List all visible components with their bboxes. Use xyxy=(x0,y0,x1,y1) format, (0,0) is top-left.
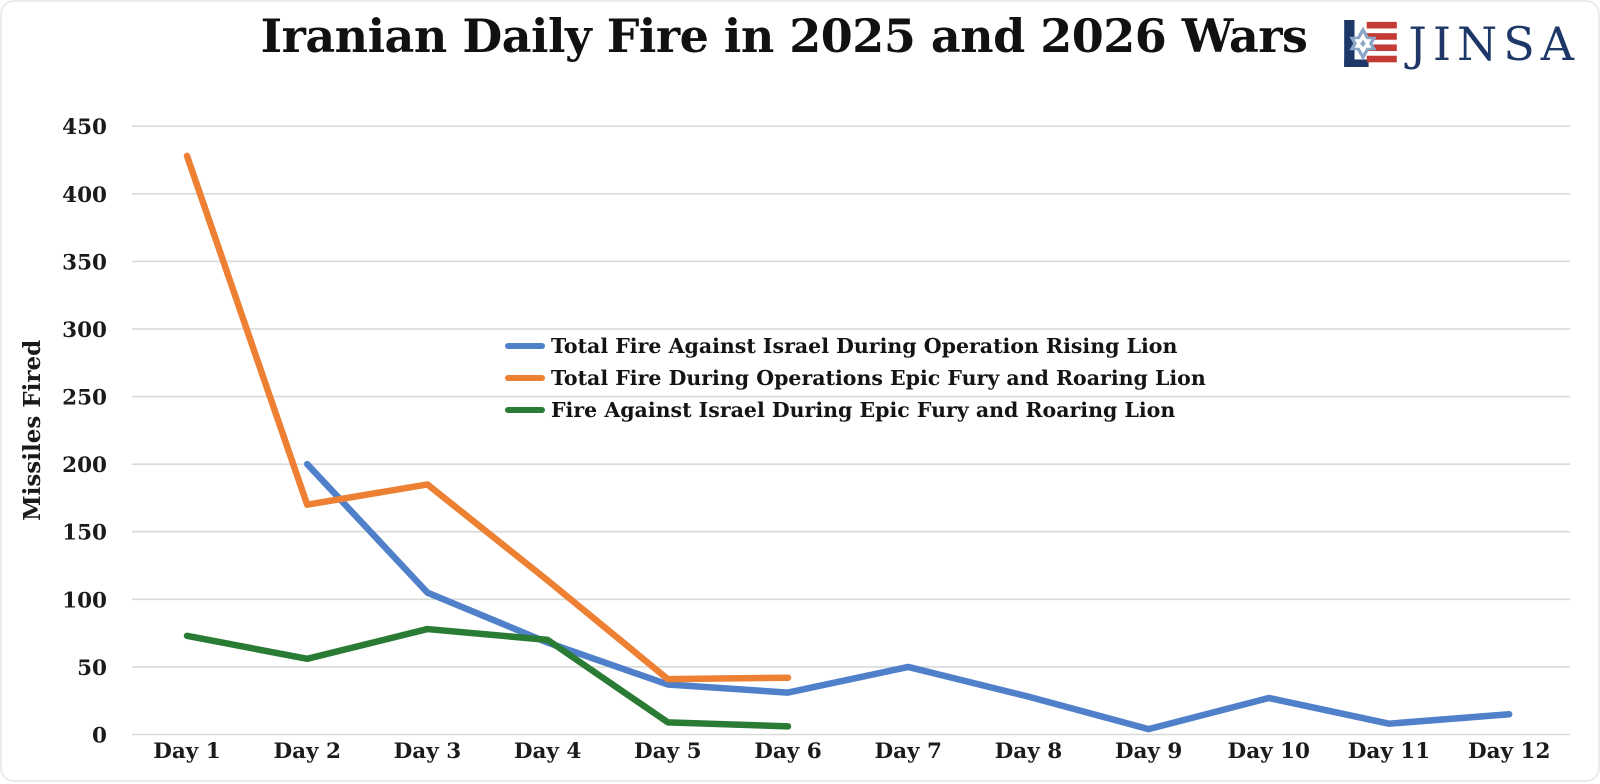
y-tick-label: 350 xyxy=(62,250,107,275)
series-line-epic-fury-roaring-lion-israel xyxy=(183,625,792,730)
chart-legend: Total Fire Against Israel During Operati… xyxy=(505,330,1206,426)
legend-swatch xyxy=(505,375,545,381)
series-line-rising-lion-total xyxy=(303,460,1513,733)
x-tick-label: Day 6 xyxy=(754,739,822,764)
legend-item: Fire Against Israel During Epic Fury and… xyxy=(505,394,1206,426)
y-tick-label: 50 xyxy=(77,656,107,681)
x-tick-label: Day 9 xyxy=(1115,739,1183,764)
y-tick-label: 450 xyxy=(62,115,107,140)
legend-label: Total Fire During Operations Epic Fury a… xyxy=(551,366,1206,390)
jinsa-star-flag-icon xyxy=(1344,20,1398,67)
y-tick-label: 200 xyxy=(62,453,107,478)
x-tick-label: Day 2 xyxy=(273,739,341,764)
legend-item: Total Fire Against Israel During Operati… xyxy=(505,330,1206,362)
y-tick-label: 150 xyxy=(62,521,107,546)
legend-label: Fire Against Israel During Epic Fury and… xyxy=(551,398,1176,422)
legend-swatch xyxy=(505,343,545,349)
x-tick-label: Day 8 xyxy=(995,739,1063,764)
x-tick-label: Day 11 xyxy=(1348,739,1430,764)
legend-swatch xyxy=(505,407,545,413)
jinsa-logo: JINSA xyxy=(1344,20,1580,67)
x-tick-label: Day 12 xyxy=(1468,739,1550,764)
chart-title: Iranian Daily Fire in 2025 and 2026 Wars xyxy=(260,9,1308,63)
star-of-david-icon xyxy=(1349,26,1378,61)
series-line-epic-fury-roaring-lion-total xyxy=(183,152,792,683)
x-tick-label: Day 1 xyxy=(153,739,221,764)
x-tick-label: Day 7 xyxy=(874,739,942,764)
x-tick-label: Day 4 xyxy=(514,739,582,764)
y-tick-label: 100 xyxy=(62,588,107,613)
y-tick-label: 0 xyxy=(92,724,107,749)
x-tick-label: Day 10 xyxy=(1228,739,1310,764)
legend-item: Total Fire During Operations Epic Fury a… xyxy=(505,362,1206,394)
x-tick-label: Day 5 xyxy=(634,739,702,764)
y-tick-label: 300 xyxy=(62,318,107,343)
legend-label: Total Fire Against Israel During Operati… xyxy=(551,334,1178,358)
y-tick-label: 400 xyxy=(62,183,107,208)
x-tick-label: Day 3 xyxy=(394,739,462,764)
y-axis-title: Missiles Fired xyxy=(19,340,46,521)
jinsa-logo-text: JINSA xyxy=(1408,16,1580,71)
y-tick-label: 250 xyxy=(62,386,107,411)
